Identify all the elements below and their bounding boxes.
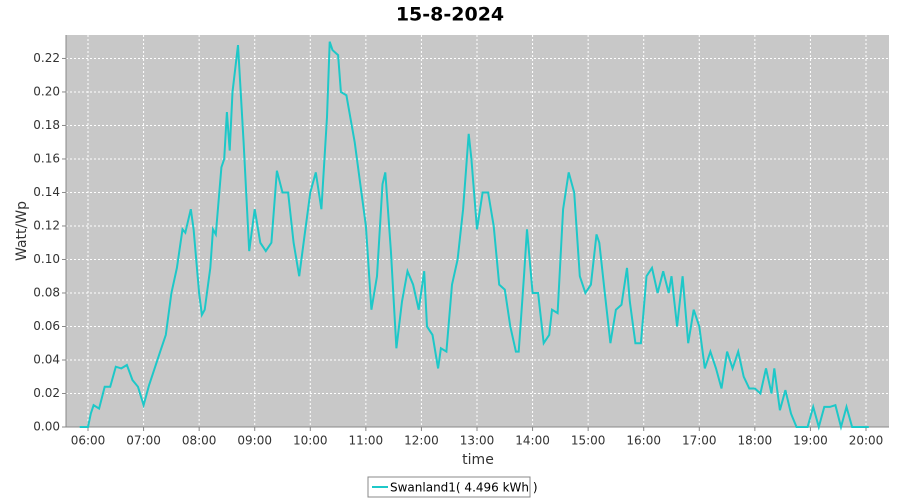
x-tick-label: 16:00 — [626, 434, 661, 448]
x-tick-label: 20:00 — [849, 434, 884, 448]
x-tick-label: 17:00 — [682, 434, 717, 448]
x-tick-label: 08:00 — [182, 434, 217, 448]
y-tick-label: 0.20 — [33, 84, 60, 98]
y-tick-label: 0.18 — [33, 118, 60, 132]
x-tick-label: 14:00 — [515, 434, 550, 448]
x-tick-label: 15:00 — [571, 434, 606, 448]
chart-title: 15-8-2024 — [396, 4, 504, 26]
y-tick-label: 0.00 — [33, 420, 60, 434]
y-tick-label: 0.06 — [33, 319, 60, 333]
y-tick-label: 0.02 — [33, 386, 60, 400]
y-tick-label: 0.16 — [33, 151, 60, 165]
x-tick-label: 13:00 — [460, 434, 495, 448]
y-axis-label: Watt/Wp — [14, 201, 30, 261]
legend — [367, 476, 531, 498]
y-tick-label: 0.10 — [33, 252, 60, 266]
y-tick-label: 0.14 — [33, 185, 60, 199]
x-tick-label: 06:00 — [71, 434, 106, 448]
x-tick-label: 07:00 — [126, 434, 161, 448]
x-axis-label: time — [462, 452, 494, 468]
x-tick-label: 10:00 — [293, 434, 328, 448]
x-tick-label: 12:00 — [404, 434, 439, 448]
y-tick-label: 0.12 — [33, 218, 60, 232]
y-tick-label: 0.08 — [33, 285, 60, 299]
x-tick-label: 09:00 — [237, 434, 272, 448]
series-line — [79, 41, 869, 431]
x-tick-label: 11:00 — [349, 434, 384, 448]
x-tick-label: 19:00 — [793, 434, 828, 448]
legend-label: Swanland1( 4.496 kWh ) — [390, 481, 538, 495]
y-tick-label: 0.22 — [33, 51, 60, 65]
y-tick-label: 0.04 — [33, 352, 60, 366]
plot-area — [66, 35, 889, 427]
x-tick-label: 18:00 — [738, 434, 773, 448]
